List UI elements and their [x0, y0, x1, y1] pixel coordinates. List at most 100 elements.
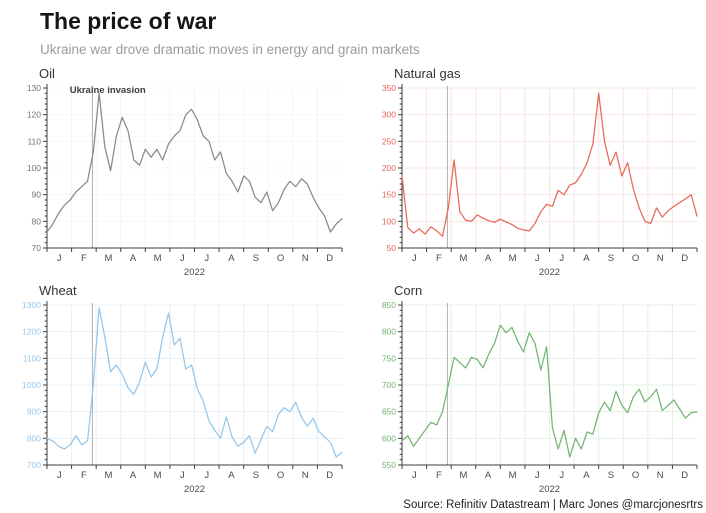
wheat-year-label: 2022 [184, 484, 205, 495]
natural-gas-y-tick-label: 350 [382, 83, 396, 93]
wheat-month-label: J [57, 470, 62, 481]
corn-y-tick-label: 550 [382, 460, 396, 470]
corn-month-label: D [681, 470, 688, 481]
corn-y-tick-label: 800 [382, 327, 396, 337]
wheat-y-tick-label: 1300 [22, 300, 41, 310]
corn-month-label: N [657, 470, 664, 481]
source-credit: Source: Refinitiv Datastream | Marc Jone… [403, 499, 703, 511]
wheat-chart: Wheat 700 800 900 1000 1100 1200 1300 J F M A M J J A S… [13, 282, 348, 497]
natural-gas-month-label: M [509, 253, 517, 264]
natural-gas-month-label: O [632, 253, 639, 264]
page-subtitle: Ukraine war drove dramatic moves in ener… [40, 42, 420, 57]
oil-y-tick-label: 130 [27, 83, 41, 93]
natural-gas-series-line [401, 92, 698, 237]
natural-gas-y-tick-label: 50 [387, 243, 397, 253]
natural-gas-month-label: J [559, 253, 564, 264]
corn-chart-title: Corn [394, 283, 423, 298]
corn-month-label: M [509, 470, 517, 481]
page-title: The price of war [40, 8, 217, 34]
oil-year-label: 2022 [184, 267, 205, 278]
natural-gas-y-tick-label: 200 [382, 163, 396, 173]
oil-month-label: O [277, 253, 284, 264]
corn-y-tick-label: 700 [382, 380, 396, 390]
natural-gas-month-label: D [681, 253, 688, 264]
corn-y-tick-label: 750 [382, 353, 396, 363]
wheat-y-tick-label: 900 [27, 407, 41, 417]
oil-month-label: F [81, 253, 87, 264]
corn-month-label: A [485, 470, 492, 481]
wheat-month-label: O [277, 470, 284, 481]
wheat-month-label: J [204, 470, 209, 481]
corn-month-label: J [559, 470, 564, 481]
corn-month-label: A [583, 470, 590, 481]
oil-y-tick-label: 90 [32, 190, 42, 200]
wheat-month-label: D [326, 470, 333, 481]
natural-gas-y-tick-label: 100 [382, 216, 396, 226]
corn-month-label: O [632, 470, 639, 481]
oil-annotation: Ukraine invasion [70, 85, 146, 96]
natural-gas-y-tick-label: 150 [382, 190, 396, 200]
wheat-month-label: A [228, 470, 235, 481]
corn-month-label: M [459, 470, 467, 481]
wheat-y-tick-label: 800 [27, 433, 41, 443]
corn-year-label: 2022 [539, 484, 560, 495]
natural-gas-month-label: M [459, 253, 467, 264]
natural-gas-month-label: A [583, 253, 590, 264]
wheat-month-label: M [104, 470, 112, 481]
corn-month-label: S [608, 470, 614, 481]
corn-month-label: J [535, 470, 540, 481]
oil-chart-title: Oil [39, 66, 55, 81]
wheat-y-tick-label: 1200 [22, 327, 41, 337]
natural-gas-chart: Natural gas 50 100 150 200 250 300 350 J F M A M J J A… [368, 65, 703, 280]
wheat-chart-canvas: 700 800 900 1000 1100 1200 1300 J F M A M J J A S O N D 202… [22, 300, 343, 495]
wheat-chart-title: Wheat [39, 283, 77, 298]
oil-y-tick-label: 70 [32, 243, 42, 253]
oil-y-tick-label: 80 [32, 216, 42, 226]
oil-month-label: M [154, 253, 162, 264]
corn-chart-canvas: 550 600 650 700 750 800 850 J F M A M J J A S O N D 2022 [382, 300, 698, 495]
corn-month-label: F [436, 470, 442, 481]
wheat-month-label: F [81, 470, 87, 481]
natural-gas-chart-canvas: 50 100 150 200 250 300 350 J F M A M J J A S O N D 2022 [382, 83, 698, 278]
corn-month-label: J [412, 470, 417, 481]
wheat-y-tick-label: 700 [27, 460, 41, 470]
wheat-month-label: M [154, 470, 162, 481]
natural-gas-month-label: J [535, 253, 540, 264]
wheat-y-tick-label: 1100 [23, 353, 42, 363]
corn-y-tick-label: 850 [382, 300, 396, 310]
wheat-series-line [46, 307, 343, 458]
wheat-y-tick-label: 1000 [22, 380, 41, 390]
oil-y-tick-label: 120 [27, 110, 41, 120]
corn-chart: Corn 550 600 650 700 750 800 850 J F M A M J J A S O N D 20… [368, 282, 703, 497]
oil-month-label: J [180, 253, 185, 264]
natural-gas-month-label: N [657, 253, 664, 264]
natural-gas-month-label: F [436, 253, 442, 264]
oil-month-label: N [302, 253, 309, 264]
oil-series-line [46, 92, 343, 233]
natural-gas-month-label: J [412, 253, 417, 264]
wheat-month-label: J [180, 470, 185, 481]
oil-y-tick-label: 100 [27, 163, 41, 173]
corn-series-line [401, 324, 698, 458]
oil-month-label: J [57, 253, 62, 264]
oil-month-label: M [104, 253, 112, 264]
wheat-month-label: S [253, 470, 259, 481]
oil-month-label: S [253, 253, 259, 264]
natural-gas-month-label: A [485, 253, 492, 264]
natural-gas-y-tick-label: 250 [382, 136, 396, 146]
oil-month-label: A [228, 253, 235, 264]
natural-gas-chart-title: Natural gas [394, 66, 461, 81]
oil-month-label: J [204, 253, 209, 264]
wheat-month-label: A [130, 470, 137, 481]
oil-y-tick-label: 110 [27, 136, 41, 146]
oil-chart-canvas: 70 80 90 100 110 120 130 J F M A M J J A S O N D 2022 Ukrain… [27, 83, 343, 278]
natural-gas-y-tick-label: 300 [382, 110, 396, 120]
natural-gas-month-label: S [608, 253, 614, 264]
corn-y-tick-label: 650 [382, 407, 396, 417]
wheat-month-label: N [302, 470, 309, 481]
oil-month-label: D [326, 253, 333, 264]
oil-month-label: A [130, 253, 137, 264]
corn-y-tick-label: 600 [382, 433, 396, 443]
natural-gas-year-label: 2022 [539, 267, 560, 278]
